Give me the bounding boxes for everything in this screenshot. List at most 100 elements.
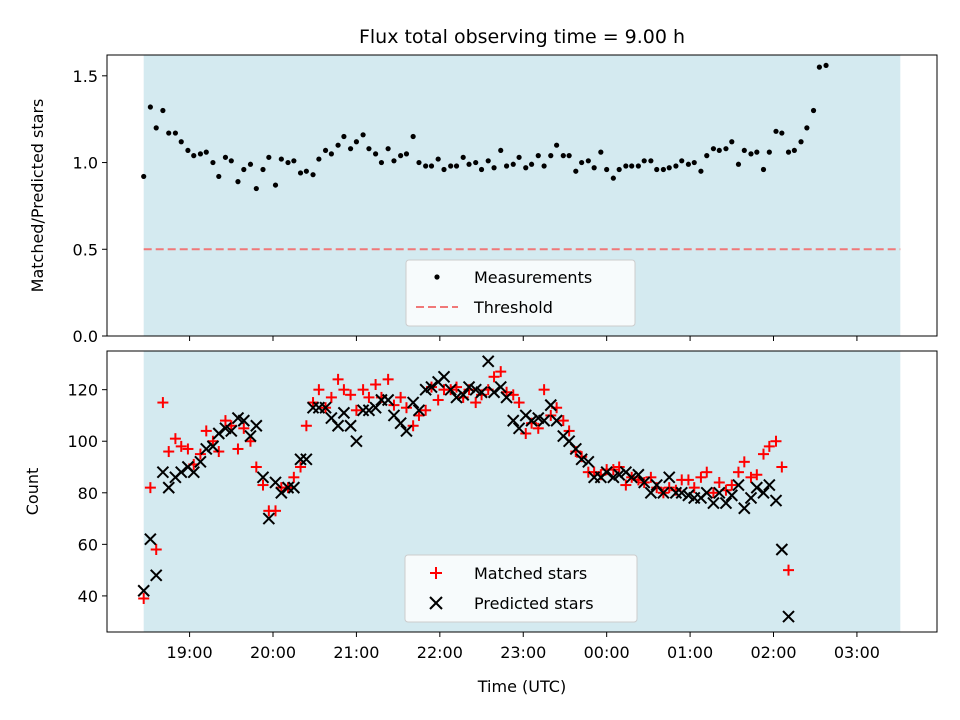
measurement-point — [523, 165, 529, 171]
time-x-axis: 19:00 20:00 21:00 22:00 23:00 00:00 01:00 02:00… — [167, 632, 880, 662]
measurement-point — [141, 173, 147, 180]
matched-star-point — [163, 446, 175, 458]
predicted-star-point — [738, 502, 751, 515]
predicted-star-point — [725, 489, 739, 502]
matched-star-point — [338, 384, 350, 396]
matched-star-point — [345, 389, 357, 401]
measurement-point — [810, 107, 817, 114]
measurement-point — [679, 158, 685, 164]
matched-star-point — [413, 409, 425, 421]
measurement-point — [441, 166, 447, 173]
measurement-point — [353, 139, 360, 145]
time-x-tick-label: 20:00 — [250, 643, 296, 662]
time-x-tick-label: 21:00 — [333, 643, 379, 662]
measurement-point — [460, 154, 466, 160]
matched-star-point — [407, 420, 419, 432]
ratio-legend-box — [405, 259, 636, 327]
measurement-point — [210, 159, 216, 166]
matched-star-point — [763, 440, 775, 452]
measurement-point — [560, 153, 566, 159]
predicted-star-point — [244, 429, 257, 443]
matched-star-point — [420, 404, 432, 416]
predicted-star-point — [707, 496, 720, 510]
measurement-point — [610, 175, 616, 181]
predicted-star-point — [450, 391, 463, 404]
measurement-point — [510, 161, 516, 167]
measurement-point — [804, 125, 810, 131]
predicted-star-point — [494, 380, 507, 394]
predicted-stars-points — [137, 355, 795, 623]
count-y-tick-label: 40 — [78, 587, 98, 606]
count-y-axis-label: Count — [23, 468, 42, 516]
measurement-point — [297, 170, 304, 176]
measurement-point — [160, 107, 166, 114]
ratio-y-tick-label: 1.0 — [73, 154, 98, 173]
measurement-point — [573, 168, 579, 174]
predicted-star-point — [356, 404, 370, 417]
measurement-point — [710, 146, 717, 152]
measurement-point — [823, 62, 829, 69]
measurement-point — [648, 158, 654, 164]
measurement-point — [448, 163, 454, 169]
predicted-star-point — [637, 476, 651, 489]
measurement-point — [466, 161, 472, 167]
measurement-points — [141, 62, 829, 192]
predicted-star-point — [525, 414, 538, 427]
ratio-legend: Measurements Threshold — [405, 259, 636, 327]
matched-star-point — [325, 391, 337, 403]
predicted-star-point — [719, 496, 733, 510]
predicted-star-point — [331, 419, 345, 432]
measurement-point — [266, 154, 272, 160]
legend-label-measurements: Measurements — [474, 268, 592, 287]
measurement-point — [185, 147, 191, 154]
measurement-point — [773, 128, 779, 134]
measurement-point — [616, 166, 622, 173]
predicted-star-point — [675, 486, 688, 499]
legend-marker-matched — [430, 567, 442, 579]
matched-star-point — [395, 391, 407, 403]
time-x-tick-label: 02:00 — [750, 643, 796, 662]
measurement-point — [147, 104, 153, 110]
measurement-point — [716, 147, 722, 154]
measurement-point — [729, 139, 735, 145]
time-x-tick-label: 00:00 — [584, 643, 630, 662]
measurement-point — [654, 166, 660, 173]
matched-star-point — [738, 456, 750, 468]
predicted-star-point — [769, 494, 783, 507]
measurement-point — [285, 159, 291, 166]
matched-star-point — [713, 476, 725, 488]
predicted-star-point — [212, 427, 225, 440]
matched-star-point — [400, 402, 412, 414]
ratio-x-axis-ticks — [189, 336, 858, 341]
measurement-point — [760, 166, 767, 173]
legend-label-matched: Matched stars — [474, 564, 587, 583]
measurement-point — [235, 179, 241, 185]
predicted-star-point — [569, 442, 583, 456]
matched-star-point — [175, 440, 187, 452]
predicted-star-point — [275, 486, 288, 499]
measurement-point — [247, 161, 254, 167]
measurement-point — [491, 165, 497, 171]
predicted-star-point — [175, 465, 188, 479]
measurement-point — [241, 166, 247, 173]
predicted-star-point — [775, 543, 789, 556]
measurement-point — [748, 151, 754, 157]
measurement-point — [373, 151, 379, 157]
matched-star-point — [182, 443, 194, 455]
measurement-point — [278, 156, 284, 162]
predicted-star-point — [150, 569, 163, 582]
measurement-point — [766, 149, 772, 155]
predicted-star-point — [600, 465, 613, 479]
predicted-star-point — [406, 396, 420, 409]
matched-star-point — [432, 394, 444, 406]
predicted-star-point — [750, 481, 764, 494]
matched-star-point — [726, 479, 738, 491]
measurement-point — [435, 156, 441, 162]
predicted-star-point — [507, 414, 520, 427]
measurement-point — [153, 125, 159, 131]
predicted-star-point — [575, 453, 588, 466]
predicted-star-point — [200, 442, 213, 456]
measurement-point — [391, 158, 397, 164]
measurement-point — [228, 158, 234, 164]
